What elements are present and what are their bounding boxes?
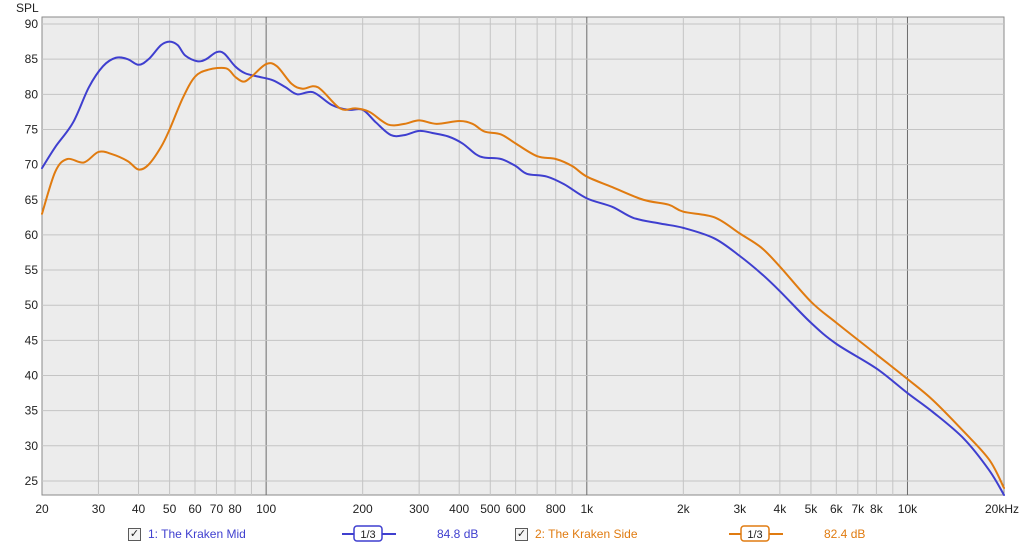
y-tick-label: 55 [25, 263, 39, 277]
x-tick-label: 600 [506, 502, 526, 516]
x-tick-label: 20kHz [985, 502, 1019, 516]
y-tick-label: 65 [25, 193, 39, 207]
mid-smoothing-button[interactable]: 1/3 [342, 524, 396, 544]
x-tick-label: 400 [449, 502, 469, 516]
legend-item-mid[interactable]: ✓ 1: The Kraken Mid [128, 524, 246, 544]
x-tick-label: 500 [480, 502, 500, 516]
side-visibility-checkbox[interactable]: ✓ [515, 527, 528, 541]
x-tick-label: 5k [805, 502, 819, 516]
legend-item-side[interactable]: ✓ 2: The Kraken Side [515, 524, 638, 544]
y-tick-label: 30 [25, 439, 39, 453]
plot-area [41, 16, 1005, 496]
x-tick-label: 40 [132, 502, 146, 516]
y-tick-label: 90 [25, 17, 39, 31]
side-level-readout: 82.4 dB [824, 527, 866, 541]
x-tick-label: 30 [92, 502, 106, 516]
side-series-label: 2: The Kraken Side [535, 527, 638, 541]
y-tick-label: 85 [25, 52, 39, 66]
mid-smoothing-label: 1/3 [360, 529, 375, 541]
x-tick-label: 70 [210, 502, 224, 516]
y-axis-labels: 25 30 35 40 45 50 55 60 65 70 75 80 85 90 [25, 17, 39, 488]
side-smoothing-button[interactable]: 1/3 [729, 524, 783, 544]
grid [42, 17, 1004, 495]
series-line-side [41, 62, 1005, 489]
y-tick-label: 35 [25, 404, 39, 418]
x-tick-label: 1k [580, 502, 594, 516]
y-tick-label: 60 [25, 228, 39, 242]
y-tick-label: 70 [25, 158, 39, 172]
y-tick-label: 25 [25, 474, 39, 488]
y-tick-label: 45 [25, 333, 39, 347]
x-tick-label: 80 [228, 502, 242, 516]
mid-visibility-checkbox[interactable]: ✓ [128, 527, 141, 541]
x-tick-label: 50 [163, 502, 177, 516]
y-tick-label: 40 [25, 369, 39, 383]
x-tick-label: 4k [774, 502, 788, 516]
x-tick-label: 2k [677, 502, 691, 516]
y-tick-label: 80 [25, 87, 39, 101]
x-tick-label: 100 [256, 502, 276, 516]
mid-level-readout: 84.8 dB [437, 527, 479, 541]
x-tick-label: 200 [353, 502, 373, 516]
y-axis-title: SPL [16, 1, 39, 15]
x-tick-label: 3k [733, 502, 747, 516]
x-tick-label: 7k [851, 502, 865, 516]
series-lines [41, 40, 1005, 496]
y-tick-label: 75 [25, 122, 39, 136]
x-tick-label: 8k [870, 502, 884, 516]
x-tick-label: 800 [546, 502, 566, 516]
y-tick-label: 50 [25, 298, 39, 312]
series-line-mid [41, 40, 1005, 496]
x-tick-label: 6k [830, 502, 844, 516]
x-tick-label: 300 [409, 502, 429, 516]
side-smoothing-label: 1/3 [747, 529, 762, 541]
mid-series-label: 1: The Kraken Mid [148, 527, 246, 541]
x-tick-label: 60 [188, 502, 202, 516]
x-tick-label: 10k [898, 502, 918, 516]
x-tick-label: 20 [35, 502, 49, 516]
x-axis-labels: 20 30 40 50 60 70 80 100 200 300 400 500 600 800 1k 2k 3… [35, 502, 1019, 516]
